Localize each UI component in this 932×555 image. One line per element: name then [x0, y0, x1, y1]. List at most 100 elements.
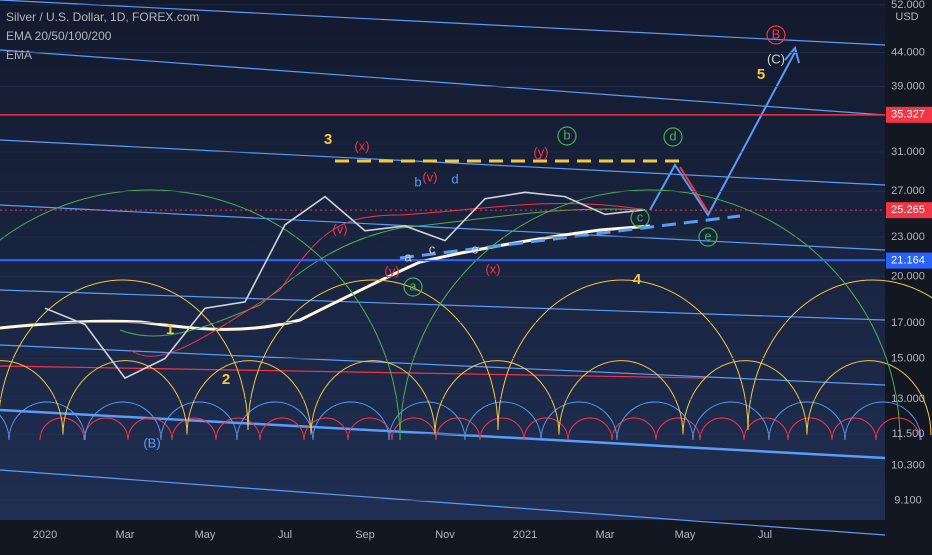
- price-tag: [886, 106, 932, 123]
- cycle-arc: [310, 360, 436, 436]
- cycle-arc: [186, 360, 312, 436]
- price-tag: [886, 252, 932, 269]
- x-tick-label: May: [675, 529, 696, 541]
- x-tick-label: Mar: [596, 529, 615, 541]
- wave-label: (x): [485, 261, 500, 276]
- wave-label: (y): [533, 144, 548, 159]
- wave-label: 1: [166, 321, 174, 338]
- cycle-arc: [831, 417, 877, 441]
- support-line: [399, 214, 741, 260]
- x-tick-label: 2021: [513, 529, 537, 541]
- y-tick-label: 13.000: [891, 393, 925, 405]
- wave-label: b: [414, 174, 421, 189]
- wave-label: b: [563, 127, 570, 142]
- annotation-circle: [557, 126, 577, 146]
- cycle-arc: [236, 401, 314, 441]
- cycle-arc: [303, 417, 349, 441]
- y-tick-label: 11.500: [892, 428, 925, 440]
- annotation-circle: [663, 127, 683, 147]
- wave-label: 4: [633, 271, 642, 288]
- cycle-arc: [127, 417, 173, 441]
- cycle-arc: [497, 279, 749, 431]
- price-tag-label: 21.164: [891, 254, 925, 266]
- cycle-arc: [0, 279, 249, 431]
- cycle-arc: [160, 401, 238, 441]
- wave-label: (v): [384, 263, 399, 278]
- cycle-arc: [540, 401, 618, 441]
- wave-label: c: [429, 241, 436, 256]
- price-tag: [886, 202, 932, 219]
- annotation-circle: [403, 277, 423, 297]
- cycle-arc: [523, 417, 569, 441]
- cycle-arc: [558, 360, 684, 436]
- wave-label: (C): [767, 51, 785, 66]
- x-tick-label: Jul: [278, 529, 292, 541]
- price-line-series: [44, 191, 646, 380]
- cycle-arc: [692, 401, 770, 441]
- y-tick-label: 27.000: [891, 185, 925, 197]
- price-axis: [885, 0, 932, 550]
- cycle-arc: [0, 414, 10, 441]
- ema-50: [129, 203, 646, 357]
- y-tick-label: 15.000: [891, 352, 925, 364]
- wave-label: c: [637, 209, 644, 224]
- y-tick-label: 17.000: [891, 317, 925, 329]
- cycle-arc: [84, 401, 162, 441]
- time-axis: [0, 520, 885, 550]
- wave-label: e: [704, 228, 711, 243]
- cycle-arc: [844, 401, 922, 441]
- x-tick-label: Nov: [435, 529, 455, 541]
- wave-label: 3: [324, 131, 332, 148]
- study-label: EMA: [6, 48, 32, 62]
- annotation-circle: [766, 25, 786, 45]
- cycle-arc: [682, 360, 808, 436]
- annotation-circle: [698, 227, 718, 247]
- arrow-head: [784, 45, 800, 64]
- cycle-arc: [743, 417, 789, 441]
- y-tick-label: 10.300: [891, 459, 925, 471]
- cycle-arc: [747, 279, 932, 431]
- symbol-title: Silver / U.S. Dollar, 1D, FOREX.com: [6, 10, 199, 24]
- cycle-arc: [8, 401, 86, 441]
- cycle-arc: [699, 417, 745, 441]
- cycle-arc: [215, 417, 261, 441]
- x-tick-label: 2020: [33, 529, 57, 541]
- wave-label: (x): [354, 138, 369, 153]
- wave-label: a: [404, 249, 412, 264]
- y-tick-label: 20.000: [891, 271, 925, 283]
- cycle-arc: [434, 360, 560, 436]
- x-tick-label: Sep: [355, 529, 375, 541]
- price-tag-label: 35.327: [891, 109, 925, 121]
- cycle-arc: [259, 417, 305, 441]
- wave-label: (B): [143, 435, 160, 450]
- cycle-arc: [787, 417, 833, 441]
- x-tick-label: Mar: [116, 529, 135, 541]
- wave-label: a: [409, 278, 417, 293]
- cycle-arc: [875, 417, 921, 441]
- y-tick-label: 39.000: [891, 81, 925, 93]
- currency-label: USD: [895, 11, 918, 23]
- cycle-arc: [611, 417, 657, 441]
- wave-label: d: [451, 171, 458, 186]
- y-tick-label: 52.000: [891, 0, 925, 11]
- price-tag-label: 25.265: [891, 204, 925, 216]
- cycle-arc: [388, 401, 466, 441]
- wave-label: e: [471, 241, 478, 256]
- cycle-arc: [806, 360, 932, 436]
- cycle-arc: [391, 417, 437, 441]
- cycle-arc: [464, 401, 542, 441]
- y-tick-label: 31.000: [891, 146, 925, 158]
- cycle-arc: [616, 401, 694, 441]
- cycle-arc: [0, 360, 64, 436]
- wave-label: (v): [332, 221, 347, 236]
- x-tick-label: May: [195, 529, 216, 541]
- projection-arrow-red: [679, 166, 709, 213]
- wave-label: B: [772, 26, 781, 41]
- x-tick-label: Jul: [758, 529, 772, 541]
- cycle-arc: [655, 417, 701, 441]
- y-tick-label: 23.000: [891, 231, 925, 243]
- cycle-arc: [247, 279, 499, 431]
- wave-label: 5: [757, 66, 765, 83]
- study-label: EMA 20/50/100/200: [6, 29, 112, 43]
